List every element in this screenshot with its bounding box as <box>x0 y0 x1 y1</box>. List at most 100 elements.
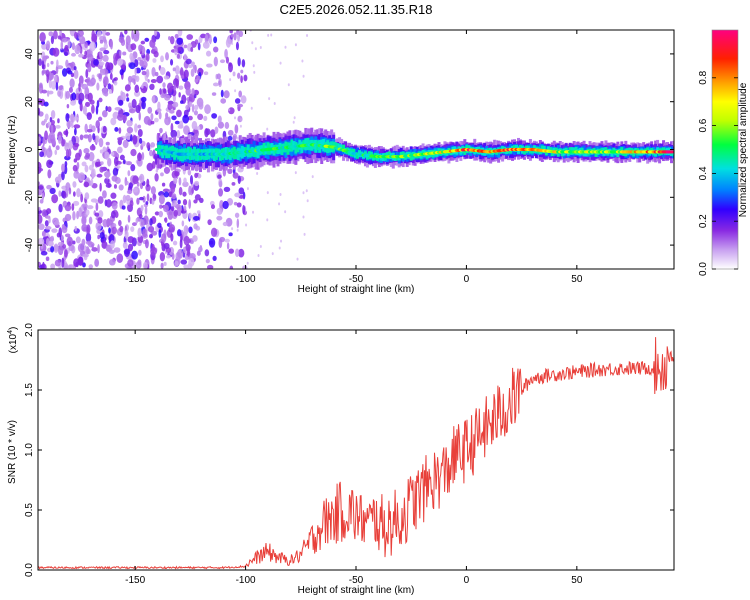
spectrogram-noise-blob <box>152 58 157 63</box>
spectrogram-noise-blob <box>119 49 122 57</box>
spectrogram-noise-blob <box>188 258 195 267</box>
spectrogram-noise-blob <box>188 93 195 103</box>
spectrogram-noise-blob <box>78 172 85 182</box>
spectrogram-noise-blob <box>111 175 118 182</box>
spectrogram-noise-blob <box>227 129 234 136</box>
spectrogram-noise-blob <box>194 172 198 179</box>
spectrogram-noise-blob <box>161 182 166 187</box>
spectrogram-noise-blob <box>219 59 226 64</box>
spectrogram-noise-blob <box>183 264 189 269</box>
spectrogram-noise-blob <box>270 33 273 37</box>
spectrogram-noise-blob <box>74 226 77 232</box>
spectrogram-y-tick-label: 20 <box>24 96 35 108</box>
spectrogram-noise-blob <box>190 61 195 67</box>
spectrogram-noise-blob <box>218 180 223 188</box>
spectrogram-noise-blob <box>68 187 72 195</box>
spectrogram-noise-blob <box>192 215 200 221</box>
spectrogram-noise-blob <box>174 33 179 39</box>
spectrogram-noise-blob <box>102 76 109 86</box>
spectrogram-y-label: Frequency (Hz) <box>7 116 18 185</box>
spectrogram-noise-blob <box>65 90 71 99</box>
spectrogram-noise-blob <box>167 102 173 111</box>
spectrogram-noise-blob <box>204 33 209 44</box>
spectrogram-noise-blob <box>151 230 158 236</box>
spectrogram-noise-blob <box>98 210 104 218</box>
spectrogram-noise-blob <box>99 47 107 52</box>
spectrogram-noise-blob <box>136 152 143 162</box>
spectrogram-noise-blob <box>113 184 117 189</box>
spectrogram-noise-blob <box>176 109 182 118</box>
spectrogram-noise-blob <box>72 181 77 188</box>
spectrogram-noise-blob <box>164 94 171 101</box>
spectrogram-noise-blob <box>191 187 195 194</box>
spectrogram-ridge-cell <box>280 143 284 156</box>
spectrogram-x-axis: -150 -100 -50 0 50 <box>125 30 583 285</box>
spectrogram-noise-blob <box>120 64 127 71</box>
spectrogram-noise-blob <box>78 53 84 58</box>
spectrogram-noise-blob <box>116 253 124 264</box>
spectrogram-noise-blob <box>91 247 98 252</box>
spectrogram-noise-blob <box>193 223 198 230</box>
spectrogram-noise-blob <box>97 196 104 204</box>
snr-x-tick-label: 0 <box>464 575 470 586</box>
snr-y-tick-label: 0.0 <box>24 563 35 577</box>
spectrogram-noise-blob <box>55 81 59 91</box>
spectrogram-noise-blob <box>223 186 231 193</box>
spectrogram-noise-blob <box>174 260 179 267</box>
spectrogram-noise-blob <box>178 177 182 186</box>
spectrogram-noise-blob <box>93 59 99 66</box>
spectrogram-noise-blob <box>119 154 125 161</box>
spectrogram-noise-blob <box>182 199 188 206</box>
spectrogram-noise-blob <box>204 104 211 115</box>
spectrogram-noise-blob <box>206 264 214 269</box>
spectrogram-y-tick-label: -40 <box>24 237 35 252</box>
spectrogram-noise-blob <box>53 74 57 82</box>
spectrogram-noise-blob <box>196 210 201 215</box>
spectrogram-noise-blob <box>242 265 248 269</box>
spectrogram-noise-blob <box>48 90 54 95</box>
colorbar-tick-label: 0.4 <box>698 166 709 180</box>
spectrogram-noise-blob <box>110 151 115 156</box>
spectrogram-noise-blob <box>259 45 262 49</box>
spectrogram-noise-blob <box>47 121 51 128</box>
spectrogram-noise-blob <box>69 78 75 88</box>
spectrogram-noise-blob <box>163 166 171 174</box>
spectrogram-noise-blob <box>61 257 65 268</box>
spectrogram-noise-blob <box>177 229 182 237</box>
spectrogram-noise-blob <box>64 204 72 212</box>
spectrogram-noise-blob <box>94 258 100 267</box>
spectrogram-noise-blob <box>185 58 192 65</box>
spectrogram-noise-blob <box>61 139 66 145</box>
spectrogram-noise-blob <box>50 246 55 253</box>
spectrogram-noise-blob <box>194 180 200 187</box>
spectrogram-noise-blob <box>111 226 117 235</box>
spectrogram-noise-blob <box>135 75 140 83</box>
spectrogram-noise-blob <box>50 109 56 119</box>
spectrogram-noise-blob <box>60 40 64 51</box>
spectrogram-noise-blob <box>94 212 100 217</box>
spectrogram-noise-blob <box>160 93 166 99</box>
spectrogram-noise-blob <box>239 124 242 128</box>
spectrogram-noise-blob <box>107 83 112 90</box>
spectrogram-noise-blob <box>73 69 79 80</box>
spectrogram-noise-blob <box>179 67 184 77</box>
spectrogram-noise-blob <box>73 171 80 179</box>
spectrogram-noise-blob <box>199 197 204 203</box>
spectrogram-noise-blob <box>83 134 90 139</box>
spectrogram-noise-blob <box>140 140 146 147</box>
spectrogram-noise-blob <box>42 261 45 269</box>
colorbar-tick-label: 0.8 <box>698 70 709 84</box>
spectrogram-noise-blob <box>213 56 218 67</box>
spectrogram-noise-blob <box>217 121 225 129</box>
spectrogram-noise-blob <box>118 127 122 134</box>
spectrogram-noise-blob <box>68 87 73 93</box>
spectrogram-noise-blob <box>154 71 159 77</box>
spectrogram-noise-blob <box>158 194 165 205</box>
spectrogram-noise-blob <box>178 186 183 196</box>
spectrogram-noise-blob <box>102 190 107 199</box>
spectrogram-noise-blob <box>180 233 183 243</box>
spectrogram-noise-blob <box>64 44 69 52</box>
spectrogram-noise-blob <box>138 196 145 201</box>
spectrogram-noise-blob <box>50 35 55 45</box>
spectrogram-noise-blob <box>172 240 178 246</box>
